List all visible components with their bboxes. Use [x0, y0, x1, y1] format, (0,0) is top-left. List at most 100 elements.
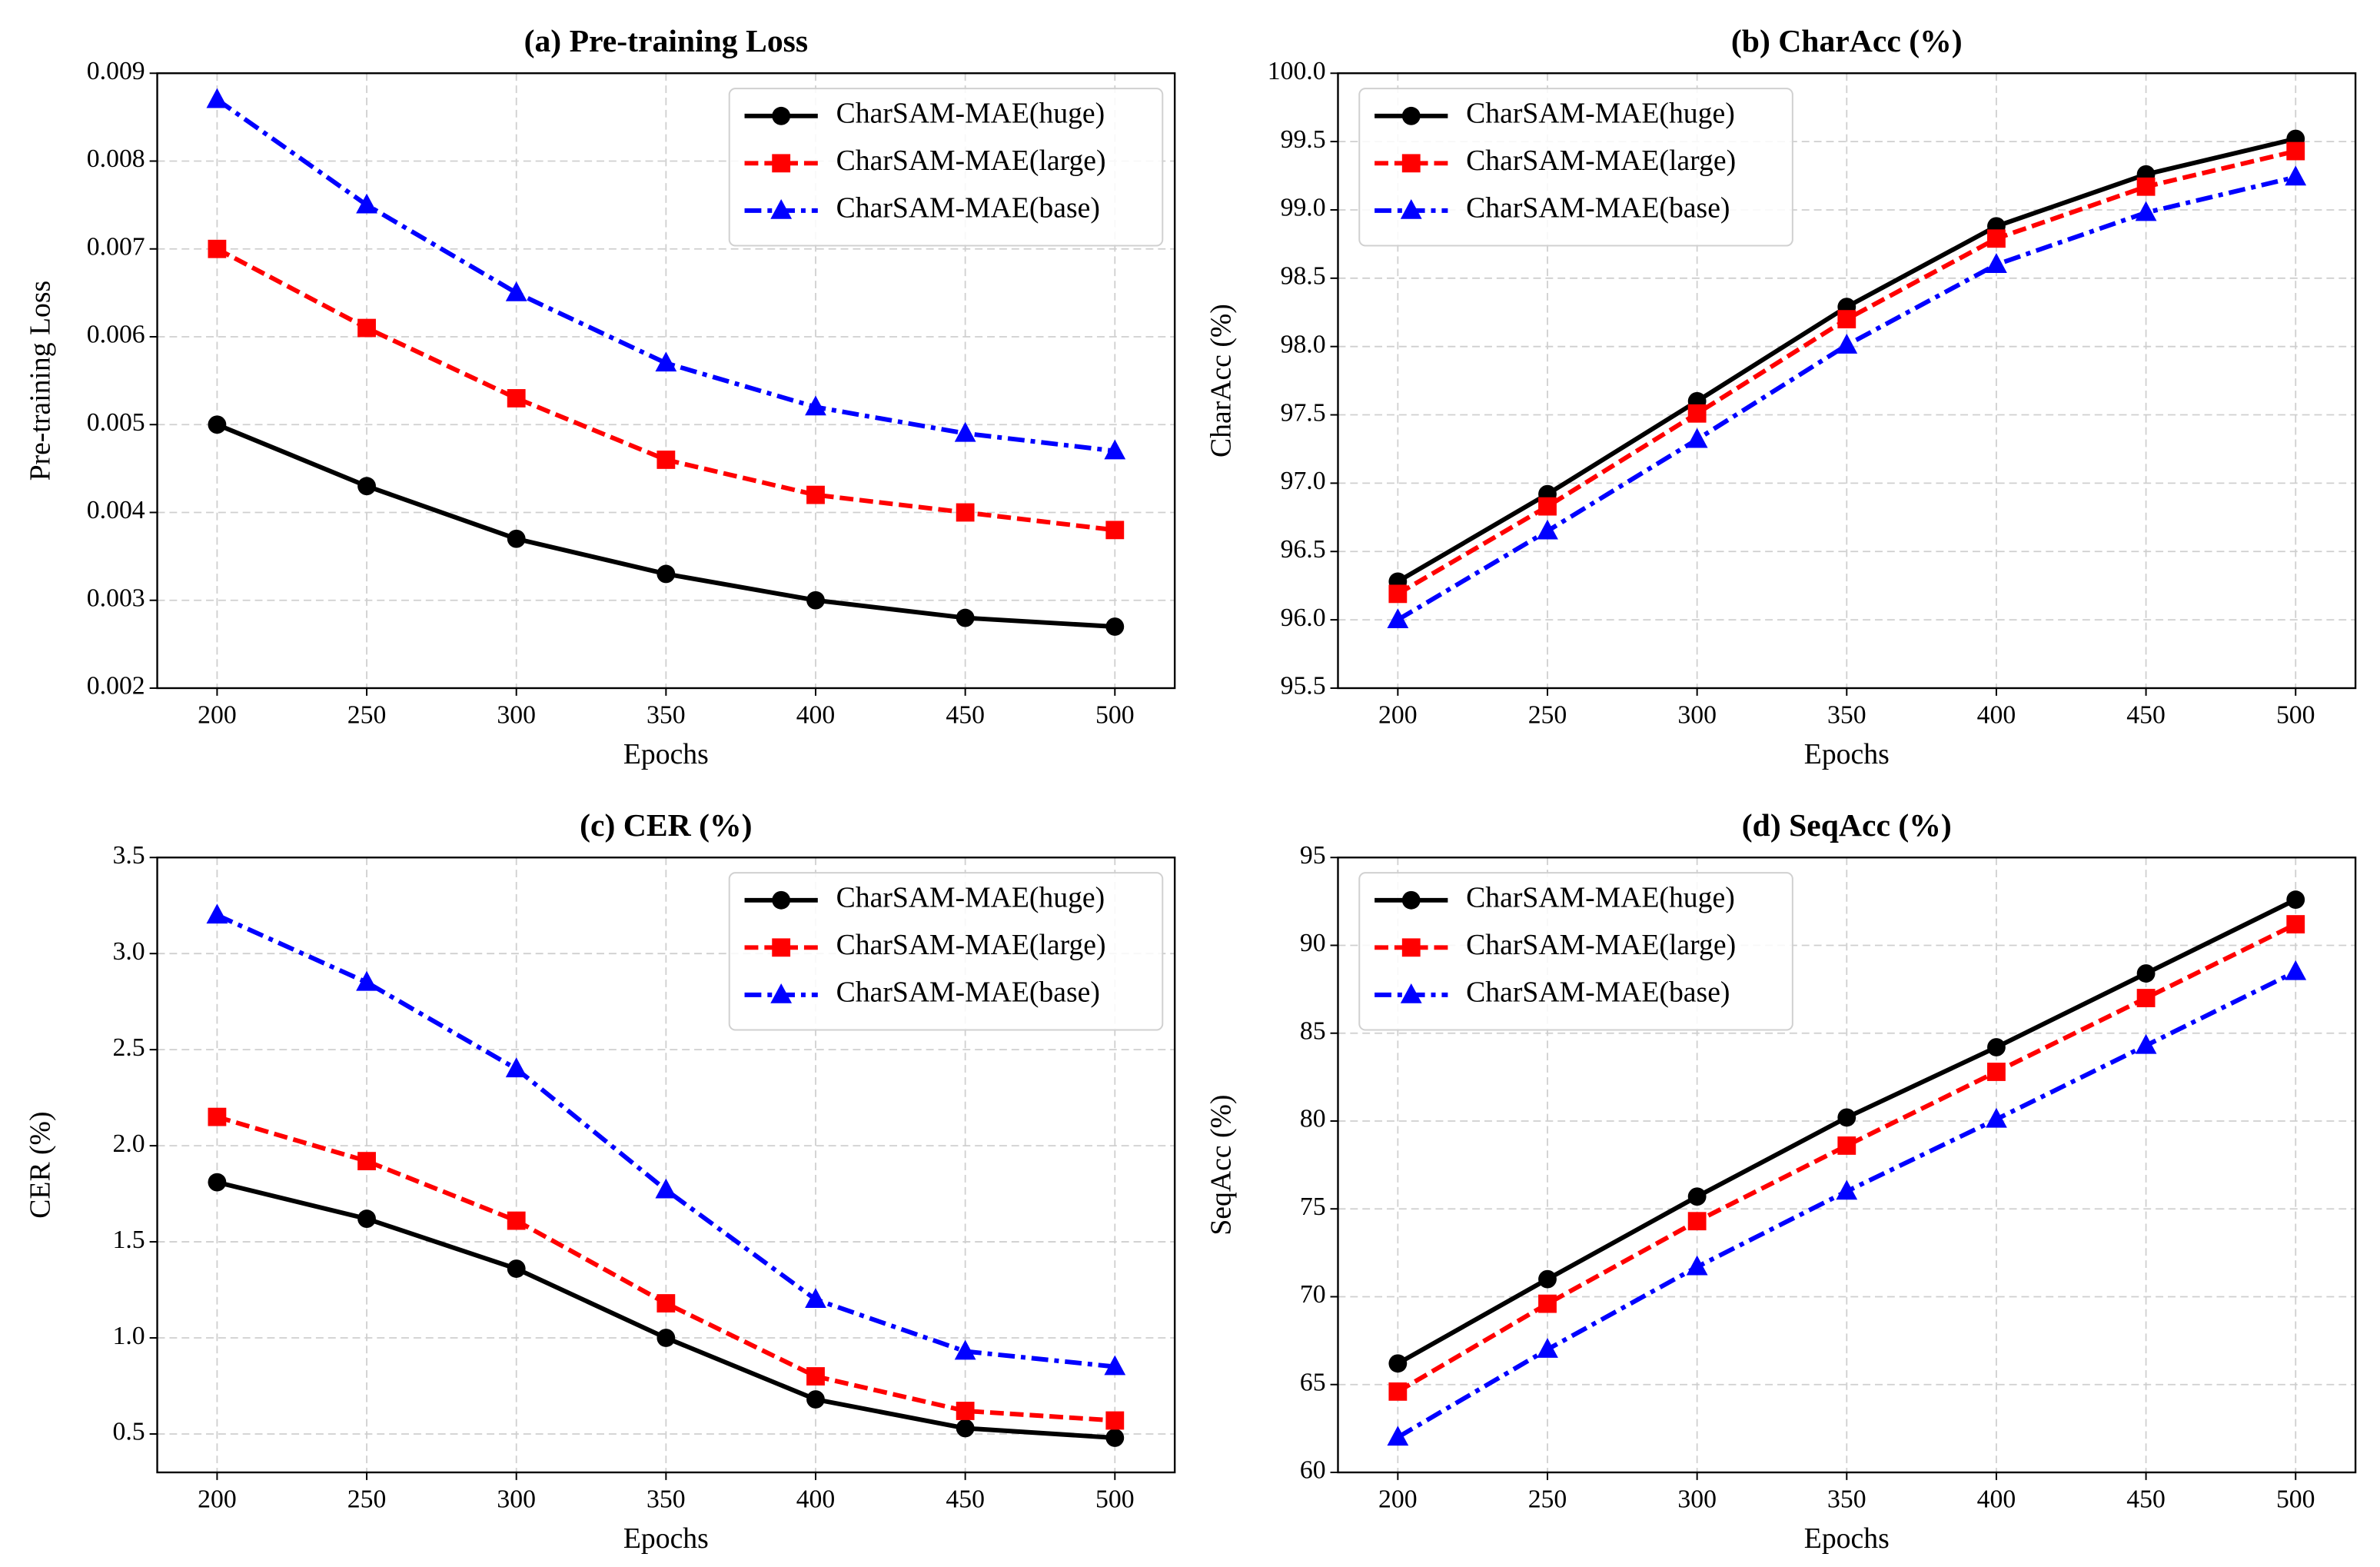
marker: [1986, 253, 2007, 273]
marker: [656, 1294, 676, 1312]
y-tick-label: 90: [1300, 929, 1326, 957]
marker: [956, 608, 975, 627]
marker: [1687, 1212, 1707, 1231]
subplot-title: (b) CharAcc (%): [1731, 24, 1963, 59]
y-tick-label: 0.007: [87, 232, 145, 261]
legend-marker: [1400, 983, 1422, 1003]
legend-marker: [770, 198, 793, 219]
x-tick-label: 300: [497, 1485, 536, 1513]
marker: [2135, 201, 2157, 221]
marker: [2285, 960, 2307, 980]
y-tick-label: 100.0: [1268, 57, 1326, 85]
plot-frame: [156, 72, 1176, 690]
legend-label: CharSAM-MAE(huge): [836, 97, 1105, 129]
marker: [1687, 1187, 1707, 1206]
x-tick-label: 200: [1378, 1485, 1418, 1513]
x-tick-label: 350: [647, 700, 686, 729]
marker: [208, 239, 227, 258]
y-tick-label: 70: [1300, 1280, 1326, 1309]
subplot: (a) Pre-training Loss 0.002 0.003 0.004 0.00…: [24, 24, 1176, 770]
y-tick-label: 1.5: [113, 1226, 145, 1254]
marker: [507, 529, 526, 548]
y-tick-label: 2.5: [113, 1033, 145, 1062]
marker: [357, 318, 376, 338]
marker: [1837, 310, 1856, 329]
x-tick-label: 250: [347, 1485, 387, 1513]
marker: [357, 1209, 376, 1228]
x-tick-label: 500: [2276, 1485, 2315, 1513]
x-tick-label: 450: [2126, 700, 2166, 729]
marker: [2136, 177, 2156, 196]
x-tick-label: 350: [1827, 700, 1866, 729]
y-axis-label: CER (%): [24, 1111, 56, 1218]
marker: [806, 1367, 825, 1386]
marker: [806, 1390, 825, 1409]
marker: [1388, 584, 1408, 604]
marker: [1105, 521, 1125, 540]
marker: [507, 389, 526, 408]
x-axis-label: Epochs: [1804, 1522, 1890, 1555]
marker: [206, 903, 228, 924]
marker: [1388, 1354, 1408, 1373]
legend-label: CharSAM-MAE(huge): [836, 881, 1105, 913]
marker: [1104, 439, 1126, 460]
marker: [805, 395, 826, 416]
legend-label: CharSAM-MAE(base): [1466, 192, 1730, 225]
marker: [806, 485, 825, 504]
y-tick-label: 95.5: [1281, 672, 1326, 700]
x-tick-label: 250: [347, 700, 387, 729]
y-tick-label: 60: [1300, 1456, 1326, 1485]
marker: [954, 421, 976, 442]
x-tick-label: 500: [1095, 1485, 1135, 1513]
x-tick-label: 500: [1095, 700, 1135, 729]
legend: CharSAM-MAE(huge) CharSAM-MAE(large) CharS…: [1358, 872, 1793, 1031]
x-tick-label: 200: [1378, 700, 1418, 729]
marker: [1837, 1108, 1856, 1127]
marker: [2286, 915, 2305, 933]
marker: [954, 1339, 976, 1360]
x-tick-label: 400: [796, 1485, 836, 1513]
y-tick-label: 95: [1300, 841, 1326, 870]
legend-marker: [1401, 154, 1421, 173]
marker: [1537, 519, 1558, 540]
x-tick-label: 400: [796, 700, 836, 729]
legend-marker: [1401, 938, 1421, 957]
legend-marker: [1400, 198, 1422, 219]
marker: [505, 1057, 527, 1078]
y-tick-label: 0.003: [87, 584, 145, 612]
legend-label: CharSAM-MAE(base): [836, 192, 1100, 225]
subplot-title: (c) CER (%): [580, 808, 752, 843]
y-axis-label: SeqAcc (%): [1205, 1095, 1237, 1236]
marker: [1986, 1107, 2007, 1128]
y-tick-label: 99.0: [1281, 194, 1326, 222]
plot-frame: [156, 857, 1176, 1474]
x-tick-label: 500: [2276, 700, 2315, 729]
legend-label: CharSAM-MAE(base): [1466, 976, 1730, 1008]
marker: [956, 1402, 975, 1420]
marker: [1836, 334, 1858, 354]
legend-marker: [1401, 890, 1421, 910]
x-tick-label: 200: [198, 700, 237, 729]
marker: [1538, 497, 1557, 516]
legend-label: CharSAM-MAE(large): [836, 929, 1106, 961]
marker: [1686, 1255, 1708, 1276]
y-tick-label: 96.5: [1281, 535, 1326, 564]
marker: [1105, 617, 1125, 636]
subplot-title: (d) SeqAcc (%): [1742, 808, 1952, 843]
marker: [1686, 428, 1708, 448]
marker: [655, 351, 677, 372]
plot-frame: [1337, 857, 2357, 1474]
x-tick-label: 300: [497, 700, 536, 729]
legend-box: [1358, 88, 1793, 247]
y-axis-label: Pre-training Loss: [24, 281, 56, 481]
y-tick-label: 0.5: [113, 1418, 145, 1446]
x-tick-label: 200: [198, 1485, 237, 1513]
legend-label: CharSAM-MAE(base): [836, 976, 1100, 1008]
marker: [1987, 229, 2006, 248]
marker: [1538, 1294, 1557, 1313]
y-tick-label: 98.0: [1281, 330, 1326, 358]
y-tick-label: 98.5: [1281, 262, 1326, 291]
subplot: (c) CER (%) 0.5 1.0 1.5 2.0 2.5 3.0 3.5 200 250 30…: [24, 808, 1176, 1555]
x-tick-label: 350: [647, 1485, 686, 1513]
